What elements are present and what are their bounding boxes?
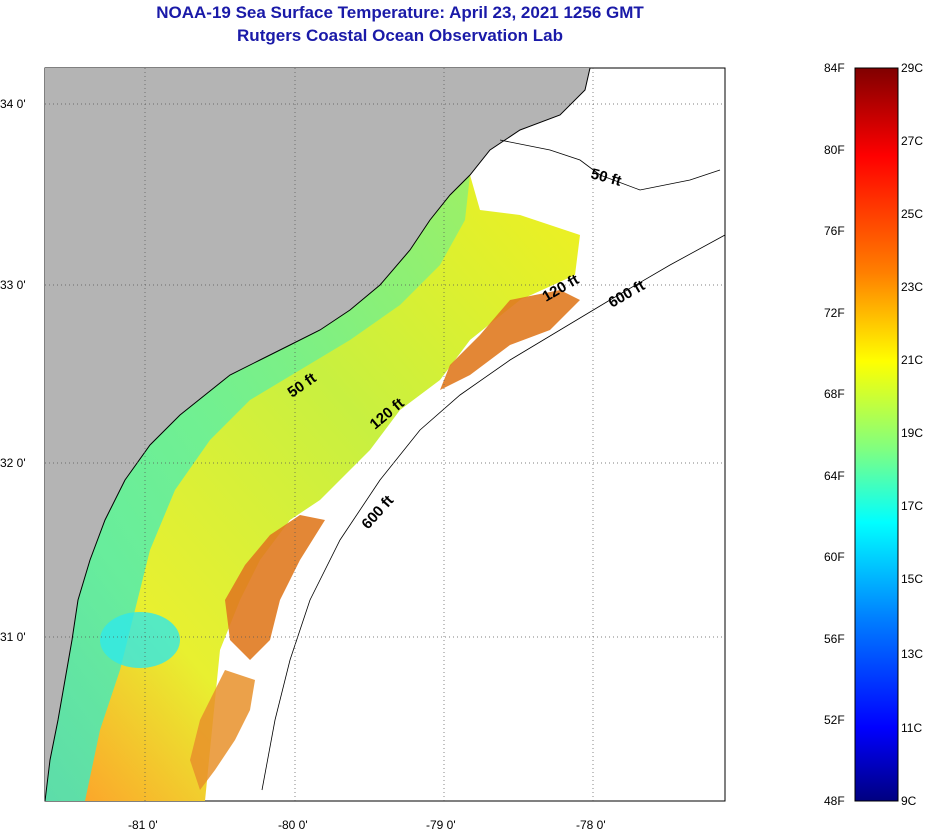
c-label: 15C <box>901 572 923 586</box>
f-label: 68F <box>824 387 845 401</box>
f-label: 60F <box>824 550 845 564</box>
cold-patch <box>100 612 180 668</box>
colorbar-f-labels: 84F 80F 76F 72F 68F 64F 60F 56F 52F 48F <box>824 61 845 808</box>
lat-label-32: 32 0' <box>0 456 26 470</box>
f-label: 64F <box>824 469 845 483</box>
warm-patch-north <box>440 290 580 390</box>
c-label: 25C <box>901 207 923 221</box>
lon-label-80: -80 0' <box>278 818 308 832</box>
contour-50ft <box>499 139 721 191</box>
coastline <box>44 67 591 802</box>
c-label: 13C <box>901 647 923 661</box>
f-label: 76F <box>824 224 845 238</box>
f-label: 52F <box>824 713 845 727</box>
c-label: 17C <box>901 499 923 513</box>
f-label: 80F <box>824 143 845 157</box>
lat-label-33: 33 0' <box>0 278 26 292</box>
c-label: 11C <box>901 721 922 735</box>
warm-patch-far-south <box>190 670 255 790</box>
map-title: NOAA-19 Sea Surface Temperature: April 2… <box>156 3 644 22</box>
graticule <box>45 68 725 801</box>
warm-patch-south <box>225 515 325 660</box>
f-label: 84F <box>824 61 845 75</box>
lat-label-34: 34 0' <box>0 97 26 111</box>
f-label: 56F <box>824 632 845 646</box>
f-label: 48F <box>824 794 845 808</box>
f-label: 72F <box>824 306 845 320</box>
nearshore-sst-band <box>45 175 470 801</box>
c-label: 19C <box>901 426 923 440</box>
c-label: 23C <box>901 280 923 294</box>
contour-600ft <box>261 234 726 791</box>
lat-label-31: 31 0' <box>0 630 26 644</box>
colorbar-gradient <box>854 67 899 802</box>
lon-label-81: -81 0' <box>128 818 158 832</box>
map-subtitle: Rutgers Coastal Ocean Observation Lab <box>237 26 563 45</box>
c-label: 29C <box>901 61 923 75</box>
lon-label-79: -79 0' <box>426 818 456 832</box>
lon-label-78: -78 0' <box>576 818 606 832</box>
sst-map: 34 0' 33 0' 32 0' 31 0' -81 0' -80 0' -7… <box>0 67 726 832</box>
colorbar-c-labels: 29C 27C 25C 23C 21C 19C 17C 15C 13C 11C … <box>901 61 923 808</box>
land-area <box>45 68 590 801</box>
c-label: 21C <box>901 353 923 367</box>
c-label: 27C <box>901 134 923 148</box>
c-label: 9C <box>901 794 917 808</box>
